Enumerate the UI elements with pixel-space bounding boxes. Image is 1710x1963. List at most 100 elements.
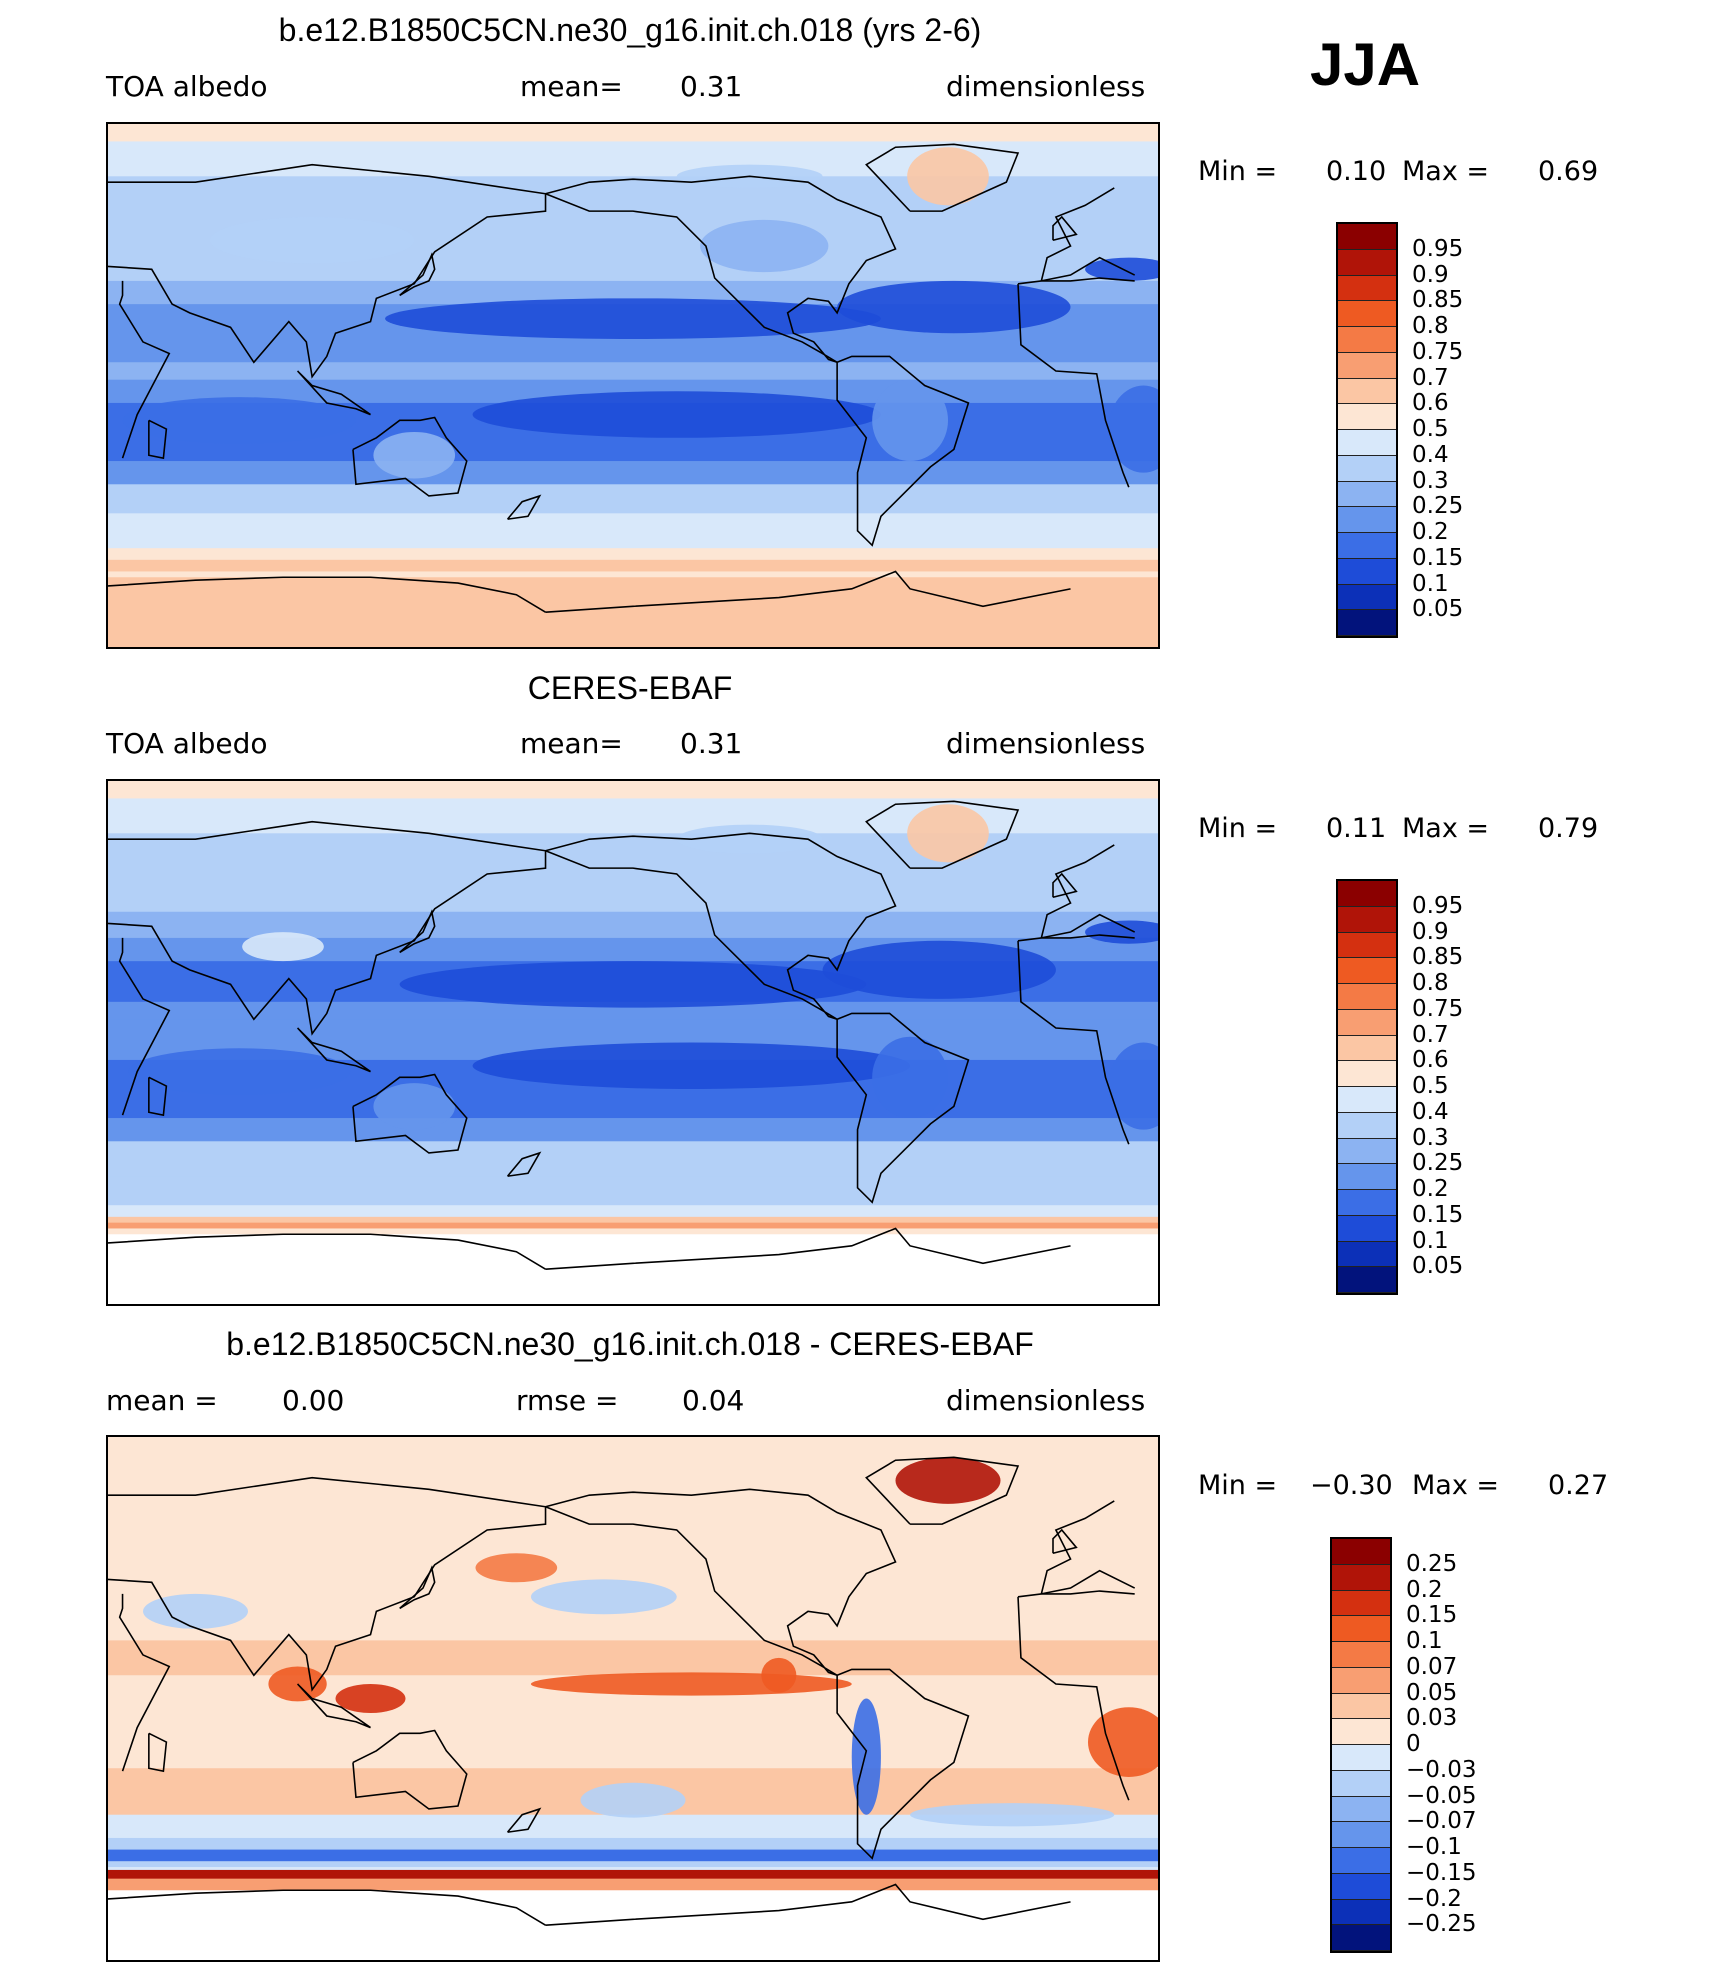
coastline bbox=[148, 1732, 168, 1773]
colorbar-cell bbox=[1338, 1267, 1396, 1293]
coastline bbox=[352, 1073, 468, 1154]
field-anomaly bbox=[143, 1593, 248, 1629]
coastline bbox=[865, 1456, 1020, 1525]
coastline bbox=[836, 1012, 970, 1204]
coastline bbox=[399, 1565, 436, 1610]
lat-band bbox=[108, 577, 1158, 647]
colorbar-tick-label: 0.1 bbox=[1412, 1227, 1449, 1254]
coastline bbox=[545, 1488, 897, 1677]
colorbar-cell bbox=[1338, 1138, 1396, 1165]
colorbar-tick-label: 0.95 bbox=[1412, 892, 1464, 919]
coastline bbox=[118, 277, 1135, 488]
colorbar-tick-label: 0.05 bbox=[1412, 1253, 1464, 1280]
lat-band bbox=[108, 1710, 1158, 1769]
coastline bbox=[108, 820, 1136, 1036]
colorbar-cell bbox=[1338, 507, 1396, 533]
panel-2-colorbar bbox=[1336, 879, 1398, 1295]
field-anomaly bbox=[373, 431, 456, 479]
colorbar-tick-label: 0.5 bbox=[1412, 416, 1449, 442]
colorbar-cell bbox=[1332, 1925, 1390, 1951]
lat-band bbox=[108, 1176, 1158, 1206]
coastline bbox=[865, 143, 1020, 212]
colorbar-tick-label: 0.15 bbox=[1412, 1201, 1464, 1228]
colorbar-tick-label: 0.9 bbox=[1412, 918, 1449, 945]
coastline bbox=[506, 1807, 542, 1833]
colorbar-cell bbox=[1332, 1667, 1390, 1694]
lat-band bbox=[108, 1890, 1158, 1960]
panel-1-variable-label: TOA albedo bbox=[106, 70, 268, 103]
panel-2-title: CERES-EBAF bbox=[527, 670, 733, 706]
lat-band bbox=[108, 1861, 1158, 1868]
field-anomaly bbox=[676, 824, 823, 854]
lat-band bbox=[108, 1222, 1158, 1229]
colorbar-tick-label: −0.25 bbox=[1406, 1911, 1477, 1938]
field-anomaly bbox=[1085, 920, 1158, 944]
panel-3-max-label: Max = bbox=[1412, 1470, 1500, 1501]
colorbar-cell bbox=[1332, 1899, 1390, 1926]
field-anomaly bbox=[761, 1657, 797, 1693]
colorbar-cell bbox=[1338, 455, 1396, 482]
field-anomaly bbox=[822, 940, 1056, 999]
field-anomaly bbox=[851, 1698, 881, 1815]
panel-2-mean-label: mean= bbox=[520, 727, 623, 760]
coastline bbox=[1052, 872, 1078, 898]
panel-1-map bbox=[106, 122, 1160, 649]
colorbar-cell bbox=[1332, 1770, 1390, 1797]
lat-band bbox=[108, 1869, 1158, 1880]
field-anomaly bbox=[872, 379, 949, 462]
lat-band bbox=[108, 124, 1158, 142]
colorbar-tick-label: 0.25 bbox=[1412, 493, 1464, 520]
colorbar-tick-label: 0.75 bbox=[1412, 338, 1464, 365]
field-anomaly bbox=[895, 1457, 1001, 1504]
panel-1-min-value: 0.10 bbox=[1326, 156, 1387, 187]
colorbar-tick-label: 0.4 bbox=[1412, 441, 1449, 468]
coastline bbox=[836, 355, 970, 547]
colorbar-tick-label: 0.3 bbox=[1412, 1124, 1449, 1151]
panel-2-max-value: 0.79 bbox=[1538, 813, 1599, 844]
panel-1-min-label: Min = bbox=[1198, 156, 1278, 187]
lat-band bbox=[108, 1216, 1158, 1224]
colorbar-tick-label: 0.05 bbox=[1406, 1679, 1458, 1706]
lat-band bbox=[108, 1849, 1158, 1862]
panel-2-map-svg bbox=[108, 781, 1158, 1304]
colorbar-cell bbox=[1338, 378, 1396, 405]
field-anomaly bbox=[530, 1579, 677, 1615]
panel-2-units-label: dimensionless bbox=[946, 727, 1146, 760]
panel-1-map-svg bbox=[108, 124, 1158, 647]
coastline bbox=[108, 570, 1071, 613]
colorbar-tick-label: 0.6 bbox=[1412, 1047, 1449, 1074]
colorbar-cell bbox=[1338, 224, 1396, 250]
field-anomaly bbox=[335, 1683, 406, 1714]
panel-1-units-label: dimensionless bbox=[946, 70, 1146, 103]
colorbar-cell bbox=[1338, 1087, 1396, 1113]
colorbar-tick-label: 0.1 bbox=[1406, 1628, 1443, 1654]
field-anomaly bbox=[910, 1803, 1115, 1827]
lat-band bbox=[108, 1529, 1158, 1583]
colorbar-tick-label: 0.2 bbox=[1412, 519, 1449, 545]
colorbar-tick-label: 0.05 bbox=[1412, 596, 1464, 623]
panel-3-mean-value: 0.00 bbox=[282, 1384, 345, 1417]
field-anomaly bbox=[872, 1036, 949, 1119]
colorbar-cell bbox=[1332, 1564, 1390, 1591]
coastline bbox=[506, 494, 542, 520]
coastline bbox=[506, 1151, 542, 1177]
colorbar-tick-label: 0.85 bbox=[1412, 944, 1464, 971]
colorbar-tick-label: 0.2 bbox=[1406, 1576, 1443, 1603]
colorbar-tick-label: 0.6 bbox=[1412, 390, 1449, 417]
field-anomaly bbox=[530, 1672, 852, 1696]
field-anomaly bbox=[385, 298, 881, 340]
colorbar-tick-label: −0.03 bbox=[1406, 1756, 1477, 1783]
colorbar-tick-label: 0.07 bbox=[1406, 1653, 1458, 1680]
colorbar-cell bbox=[1332, 1796, 1390, 1823]
lat-band bbox=[108, 461, 1158, 485]
colorbar-cell bbox=[1332, 1616, 1390, 1642]
panel-2-mean-value: 0.31 bbox=[680, 727, 743, 760]
lat-band bbox=[108, 548, 1158, 561]
coastline bbox=[108, 163, 1136, 379]
lat-band bbox=[108, 362, 1158, 381]
lat-band bbox=[108, 1878, 1158, 1891]
colorbar-cell bbox=[1338, 932, 1396, 959]
season-label: JJA bbox=[1310, 31, 1421, 98]
colorbar-cell bbox=[1332, 1873, 1390, 1900]
colorbar-cell bbox=[1338, 249, 1396, 276]
